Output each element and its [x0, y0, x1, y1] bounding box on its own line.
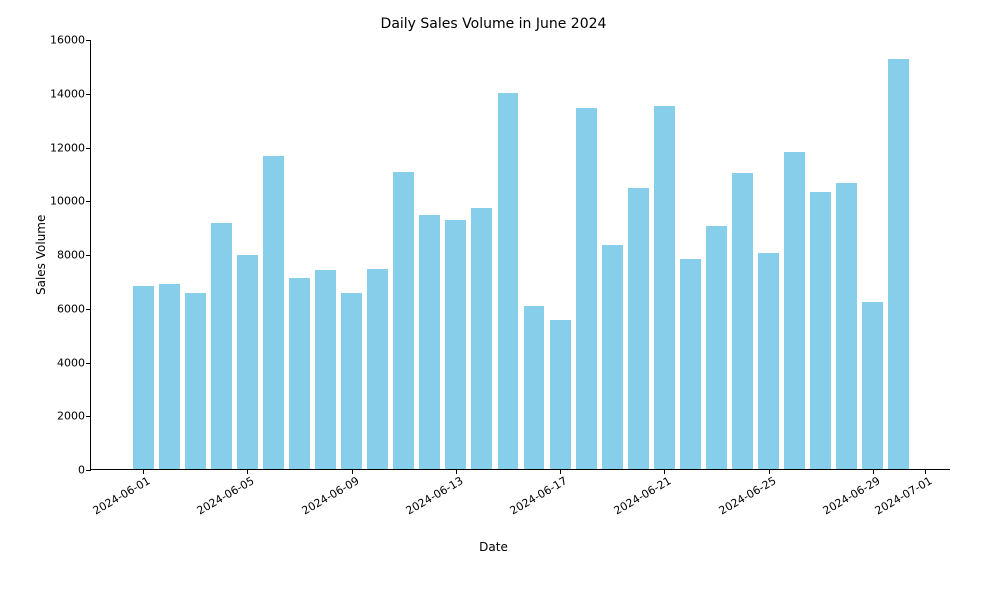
bar	[524, 306, 545, 469]
xtick-label: 2024-06-09	[296, 469, 361, 517]
sales-bar-chart: Daily Sales Volume in June 2024 02000400…	[0, 0, 987, 590]
ytick-label: 6000	[57, 302, 91, 315]
ytick-label: 2000	[57, 410, 91, 423]
bar	[367, 269, 388, 469]
bar	[445, 220, 466, 469]
chart-title: Daily Sales Volume in June 2024	[0, 16, 987, 32]
bar	[836, 183, 857, 469]
bar	[159, 284, 180, 469]
bar	[133, 286, 154, 469]
xtick-label: 2024-06-13	[400, 469, 465, 517]
bar	[576, 108, 597, 469]
bar	[237, 255, 258, 469]
xtick-label: 2024-06-21	[609, 469, 674, 517]
bar	[550, 320, 571, 469]
ytick-label: 0	[78, 464, 91, 477]
ytick-label: 8000	[57, 249, 91, 262]
ytick-label: 16000	[50, 34, 91, 47]
bar	[758, 253, 779, 469]
bar	[498, 93, 519, 469]
bar	[419, 215, 440, 469]
bar	[680, 259, 701, 469]
bar	[706, 226, 727, 469]
y-axis-label: Sales Volume	[34, 215, 48, 295]
bar	[862, 302, 883, 469]
xtick-label: 2024-06-25	[713, 469, 778, 517]
bar	[784, 152, 805, 469]
bar	[732, 173, 753, 469]
ytick-label: 4000	[57, 356, 91, 369]
bar	[263, 156, 284, 469]
xtick-label: 2024-06-29	[817, 469, 882, 517]
xtick-label: 2024-06-01	[88, 469, 153, 517]
bar	[628, 188, 649, 469]
xtick-label: 2024-06-05	[192, 469, 257, 517]
xtick-label: 2024-07-01	[870, 469, 935, 517]
bar	[471, 208, 492, 469]
bar	[888, 59, 909, 469]
bar	[289, 278, 310, 469]
ytick-label: 12000	[50, 141, 91, 154]
bar	[810, 192, 831, 469]
bar	[393, 172, 414, 469]
bar	[211, 223, 232, 469]
ytick-label: 14000	[50, 87, 91, 100]
bar	[654, 106, 675, 469]
ytick-label: 10000	[50, 195, 91, 208]
xtick-label: 2024-06-17	[505, 469, 570, 517]
x-axis-label: Date	[0, 540, 987, 554]
bar	[341, 293, 362, 469]
bar	[185, 293, 206, 469]
bar	[315, 270, 336, 469]
bar	[602, 245, 623, 469]
plot-area: 0200040006000800010000120001400016000202…	[90, 40, 950, 470]
